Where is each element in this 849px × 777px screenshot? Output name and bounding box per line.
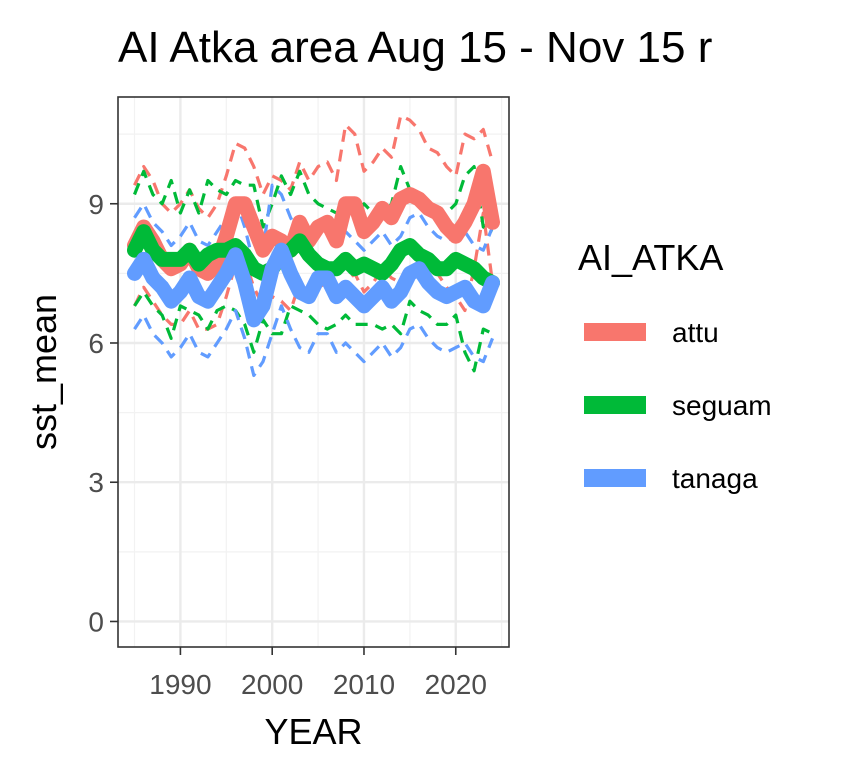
legend-title: AI_ATKA — [578, 237, 723, 278]
x-tick-label: 2020 — [425, 669, 487, 700]
series-seguam-lower-line — [133, 290, 494, 373]
y-axis-title: sst_mean — [23, 294, 64, 450]
x-tick-label: 1990 — [149, 669, 211, 700]
y-axis: 0 3 6 9 — [88, 189, 118, 637]
x-axis-title: YEAR — [264, 711, 362, 752]
legend-label-tanaga: tanaga — [672, 463, 758, 494]
series-tanaga-mean-line — [127, 242, 500, 328]
x-tick-label: 2010 — [333, 669, 395, 700]
series-seguam-mean-line — [127, 224, 500, 291]
plot-panel — [118, 97, 509, 647]
legend: AI_ATKA attu seguam tanaga — [578, 237, 772, 494]
legend-label-seguam: seguam — [672, 390, 772, 421]
x-axis: 1990 2000 2010 2020 — [149, 647, 487, 700]
chart-title: AI Atka area Aug 15 - Nov 15 r — [118, 23, 712, 72]
legend-label-attu: attu — [672, 317, 719, 348]
y-tick-label: 0 — [88, 606, 104, 637]
series-tanaga-lower-line — [133, 304, 494, 378]
legend-key-seguam — [584, 396, 646, 414]
series-layer — [127, 114, 500, 378]
y-tick-label: 3 — [88, 467, 104, 498]
legend-key-tanaga — [584, 469, 646, 487]
legend-key-attu — [584, 323, 646, 341]
y-tick-label: 9 — [88, 189, 104, 220]
x-tick-label: 2000 — [241, 669, 303, 700]
plot-border — [117, 96, 510, 648]
y-tick-label: 6 — [88, 328, 104, 359]
series-attu-upper-line — [133, 114, 495, 220]
